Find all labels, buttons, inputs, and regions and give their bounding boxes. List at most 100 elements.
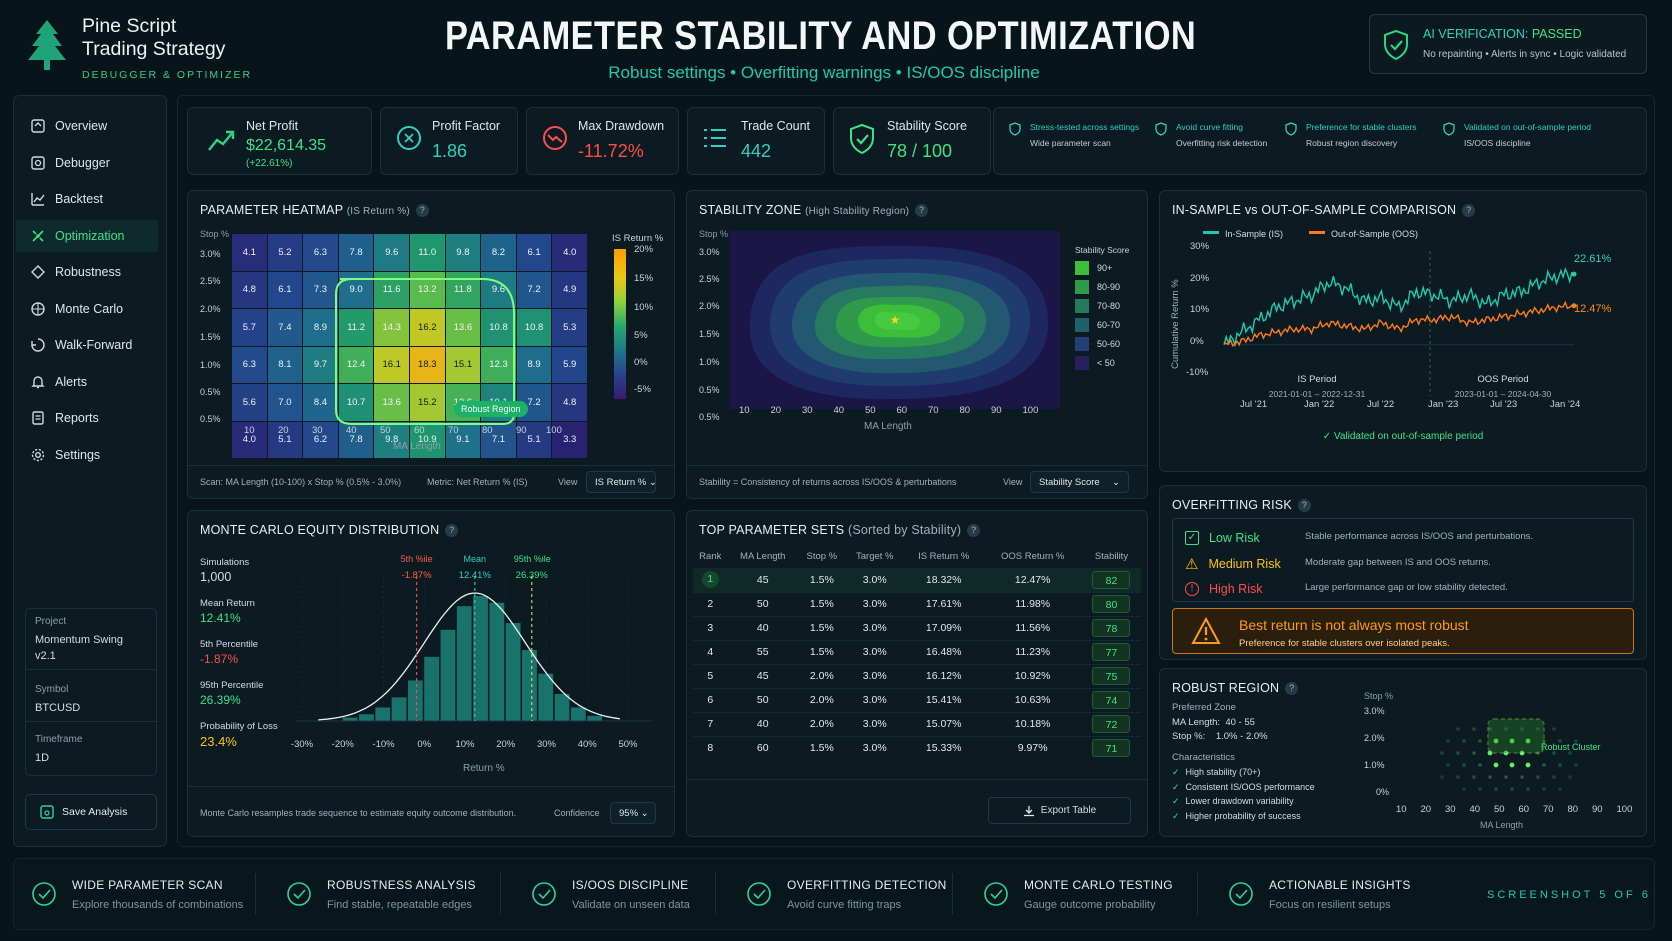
- heatmap-cell[interactable]: 10.8: [481, 309, 516, 346]
- heatmap-cell[interactable]: 13.6: [374, 384, 409, 421]
- help-icon[interactable]: ?: [1285, 682, 1299, 695]
- heatmap-cell[interactable]: 16.2: [410, 309, 445, 346]
- heatmap-cell[interactable]: 7.0: [267, 384, 303, 421]
- help-icon[interactable]: ?: [915, 204, 929, 217]
- heatmap-cell[interactable]: 13.2: [410, 271, 445, 308]
- sidebar-item-backtest[interactable]: Backtest: [16, 183, 158, 215]
- heatmap-cell[interactable]: 5.9: [552, 346, 587, 383]
- heatmap-cell[interactable]: 8.9: [516, 346, 552, 383]
- heatmap-cell[interactable]: 4.9: [552, 271, 587, 308]
- help-icon[interactable]: ?: [1462, 204, 1476, 217]
- help-icon[interactable]: ?: [445, 524, 459, 537]
- heatmap-cell[interactable]: 15.1: [445, 346, 481, 383]
- sidebar-item-walk-forward[interactable]: Walk-Forward: [16, 329, 158, 361]
- heatmap-cell[interactable]: 9.8: [445, 234, 481, 271]
- heatmap-cell[interactable]: 10.7: [338, 384, 374, 421]
- heatmap-cell[interactable]: 6.1: [516, 234, 552, 271]
- heatmap-cell[interactable]: 10.8: [516, 309, 552, 346]
- heatmap-cell[interactable]: 6.3: [232, 346, 267, 383]
- heatmap-cell[interactable]: 7.8: [338, 234, 374, 271]
- monte-carlo-chart[interactable]: [296, 556, 652, 746]
- heatmap-cell[interactable]: 7.1: [481, 421, 516, 458]
- sidebar-item-monte-carlo[interactable]: Monte Carlo: [16, 293, 158, 325]
- table-header[interactable]: Stability: [1094, 550, 1129, 562]
- confidence-select[interactable]: 95% ⌄: [610, 802, 656, 824]
- heatmap-cell[interactable]: 16.1: [374, 346, 409, 383]
- table-row[interactable]: 3 40 1.5% 3.0% 17.09% 11.56% 78: [693, 616, 1141, 640]
- heatmap-cell[interactable]: 6.2: [303, 421, 338, 458]
- heatmap-grid[interactable]: 4.1 5.2 6.3 7.8 9.6 11.0 9.8 8.2 6.1 4.0 4.8 6.1 7.3…: [232, 234, 588, 459]
- heatmap-cell[interactable]: 8.4: [303, 384, 338, 421]
- table-header[interactable]: IS Return %: [918, 550, 970, 562]
- heatmap-cell[interactable]: 11.0: [410, 234, 445, 271]
- heatmap-cell[interactable]: 14.3: [374, 309, 409, 346]
- sidebar-item-debugger[interactable]: Debugger: [16, 147, 158, 179]
- heatmap-cell[interactable]: 5.1: [516, 421, 552, 458]
- table-row[interactable]: 8 60 1.5% 3.0% 15.33% 9.97% 71: [693, 736, 1141, 760]
- table-row[interactable]: 2 50 1.5% 3.0% 17.61% 11.98% 80: [693, 592, 1141, 616]
- heatmap-cell[interactable]: 4.0: [552, 234, 587, 271]
- stability-contour[interactable]: ★: [730, 231, 1060, 409]
- sidebar-item-settings[interactable]: Settings: [16, 439, 158, 471]
- sidebar-item-overview[interactable]: Overview: [16, 110, 158, 142]
- heatmap-cell[interactable]: 9.6: [374, 234, 409, 271]
- stability-view-select[interactable]: Stability Score ⌄: [1030, 471, 1129, 493]
- heatmap-cell[interactable]: 5.6: [232, 384, 267, 421]
- heatmap-cell[interactable]: 4.8: [232, 271, 267, 308]
- heatmap-cell[interactable]: 9.8: [374, 421, 409, 458]
- heatmap-cell[interactable]: 6.1: [267, 271, 303, 308]
- export-table-button[interactable]: Export Table: [988, 797, 1131, 824]
- heatmap-cell[interactable]: 12.3: [481, 346, 516, 383]
- heatmap-cell[interactable]: 5.7: [232, 309, 267, 346]
- sidebar-item-robustness[interactable]: Robustness: [16, 256, 158, 288]
- heatmap-cell[interactable]: 9.1: [445, 421, 481, 458]
- heatmap-cell[interactable]: 4.1: [232, 234, 267, 271]
- heatmap-cell[interactable]: 8.1: [267, 346, 303, 383]
- table-header[interactable]: Rank: [699, 550, 722, 562]
- robust-cluster-chart[interactable]: [1394, 709, 1614, 799]
- heatmap-cell[interactable]: 8.2: [481, 234, 516, 271]
- heatmap-view-select[interactable]: IS Return % ⌄: [586, 471, 657, 493]
- heatmap-cell[interactable]: 7.8: [338, 421, 374, 458]
- help-icon[interactable]: ?: [967, 524, 981, 537]
- table-row[interactable]: 5 45 2.0% 3.0% 16.12% 10.92% 75: [693, 664, 1141, 688]
- heatmap-cell[interactable]: 9.0: [338, 271, 374, 308]
- sidebar-item-alerts[interactable]: Alerts: [16, 366, 158, 398]
- heatmap-cell[interactable]: 10.9: [410, 421, 445, 458]
- sidebar-item-reports[interactable]: Reports: [16, 402, 158, 434]
- heatmap-cell[interactable]: 7.2: [516, 271, 552, 308]
- heatmap-cell[interactable]: 11.6: [374, 271, 409, 308]
- is-oos-chart[interactable]: [1222, 246, 1602, 396]
- heatmap-cell[interactable]: 3.3: [552, 421, 587, 458]
- heatmap-cell[interactable]: 15.2: [410, 384, 445, 421]
- heatmap-cell[interactable]: 7.3: [303, 271, 338, 308]
- heatmap-cell[interactable]: 7.4: [267, 309, 303, 346]
- heatmap-cell[interactable]: 6.3: [303, 234, 338, 271]
- heatmap-cell[interactable]: 13.6: [445, 309, 481, 346]
- heatmap-cell[interactable]: 18.3: [410, 346, 445, 383]
- heatmap-cell[interactable]: 12.4: [338, 346, 374, 383]
- table-row[interactable]: 1 45 1.5% 3.0% 18.32% 12.47% 82: [693, 568, 1141, 592]
- table-row[interactable]: 6 50 2.0% 3.0% 15.41% 10.63% 74: [693, 688, 1141, 712]
- heatmap-cell[interactable]: 11.8: [445, 271, 481, 308]
- help-icon[interactable]: ?: [415, 204, 429, 217]
- heatmap-cell[interactable]: 11.2: [338, 309, 374, 346]
- heatmap-cell[interactable]: 5.3: [552, 309, 587, 346]
- save-analysis-button[interactable]: Save Analysis: [25, 794, 157, 830]
- heatmap-cell[interactable]: 9.6: [481, 271, 516, 308]
- table-header[interactable]: MA Length: [740, 550, 786, 562]
- help-icon[interactable]: ?: [1297, 499, 1311, 512]
- sidebar-item-optimization[interactable]: Optimization: [16, 219, 158, 252]
- table-header[interactable]: Stop %: [806, 550, 838, 562]
- table-header[interactable]: Target %: [856, 550, 894, 562]
- table-row[interactable]: 7 40 2.0% 3.0% 15.07% 10.18% 72: [693, 712, 1141, 736]
- heatmap-cell[interactable]: 5.2: [267, 234, 303, 271]
- heatmap-cell[interactable]: 8.9: [303, 309, 338, 346]
- table-row[interactable]: 4 55 1.5% 3.0% 16.48% 11.23% 77: [693, 640, 1141, 664]
- heatmap-cell[interactable]: 4.8: [552, 384, 587, 421]
- heatmap-cell[interactable]: 9.7: [303, 346, 338, 383]
- bottom-feature-sub: Avoid curve fitting traps: [787, 898, 902, 911]
- table-header[interactable]: OOS Return %: [1001, 550, 1065, 562]
- heatmap-cell[interactable]: 5.1: [267, 421, 303, 458]
- heatmap-cell[interactable]: 4.0: [232, 421, 267, 458]
